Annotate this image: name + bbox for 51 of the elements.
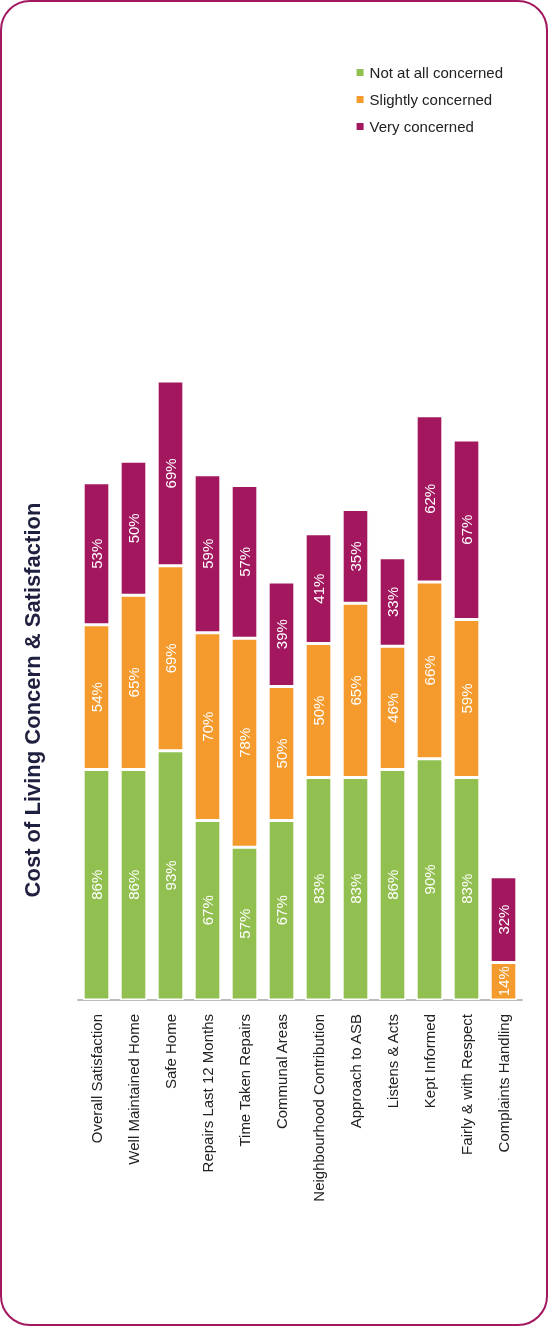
x-tick-label: Well Maintained Home (125, 1014, 142, 1165)
data-label: 86% (384, 869, 401, 900)
data-label: 70% (199, 711, 216, 742)
legend-label: Very concerned (369, 118, 474, 135)
x-tick-label: Safe Home (162, 1014, 179, 1090)
data-label: 86% (88, 869, 105, 900)
data-label: 90% (421, 864, 438, 895)
data-label: 86% (125, 869, 142, 900)
x-tick-label: Fairly & with Respect (458, 1013, 475, 1155)
x-tick-label: Overall Satisfaction (88, 1014, 105, 1144)
data-label: 41% (310, 573, 327, 604)
data-label: 54% (88, 682, 105, 713)
data-label: 57% (236, 546, 253, 577)
text: Cost of Living Concern & Satisfaction (19, 502, 45, 898)
data-label: 14% (495, 966, 512, 997)
data-label: 46% (384, 692, 401, 723)
data-label: 69% (162, 643, 179, 674)
data-label: 83% (347, 873, 364, 904)
data-label: 57% (236, 908, 253, 939)
data-label: 53% (88, 538, 105, 569)
data-label: 67% (199, 895, 216, 926)
legend-label: Slightly concerned (369, 91, 493, 108)
data-label: 33% (384, 587, 401, 618)
x-tick-label: Approach to ASB (347, 1014, 364, 1129)
data-label: 39% (273, 619, 290, 650)
data-label: 32% (495, 904, 512, 935)
x-tick-label: Listens & Acts (384, 1014, 401, 1109)
data-label: 50% (273, 738, 290, 769)
data-label: 65% (125, 667, 142, 698)
data-label: 35% (347, 541, 364, 572)
data-label: 83% (310, 873, 327, 904)
x-tick-label: Time Taken Repairs (236, 1014, 253, 1147)
data-label: 67% (458, 514, 475, 545)
data-label: 59% (199, 538, 216, 569)
data-label: 69% (162, 458, 179, 489)
data-label: 59% (458, 683, 475, 714)
data-label: 78% (236, 727, 253, 758)
x-tick-label: Repairs Last 12 Months (199, 1014, 216, 1173)
x-tick-label: Kept Informed (421, 1014, 438, 1109)
x-tick-label: Complaints Handling (495, 1014, 512, 1153)
data-label: 50% (310, 695, 327, 726)
data-label: 66% (421, 655, 438, 686)
x-tick-label: Communal Areas (273, 1014, 290, 1130)
data-label: 50% (125, 513, 142, 544)
data-label: 65% (347, 675, 364, 706)
data-label: 67% (273, 895, 290, 926)
legend-label: Not at all concerned (369, 64, 504, 81)
data-label: 93% (162, 860, 179, 891)
x-tick-label: Neighbourhood Contribution (310, 1014, 327, 1202)
data-label: 62% (421, 483, 438, 514)
data-label: 83% (458, 873, 475, 904)
